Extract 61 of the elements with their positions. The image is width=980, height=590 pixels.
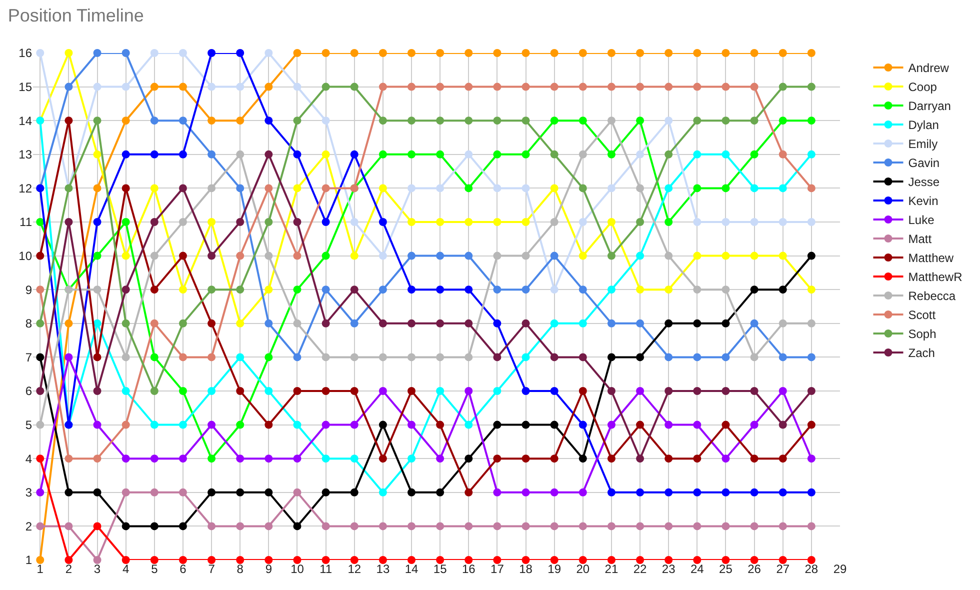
legend-label: Rebecca <box>908 289 956 304</box>
legend-label: Matt <box>908 232 932 246</box>
x-tick-label: 15 <box>433 562 448 576</box>
y-tick-label: 12 <box>18 181 32 196</box>
x-tick-label: 29 <box>833 562 847 576</box>
x-tick-label: 28 <box>804 562 818 576</box>
legend-label: Zach <box>908 346 935 360</box>
x-tick-label: 7 <box>208 562 216 576</box>
legend-label: Gavin <box>908 156 940 170</box>
legend-label: Scott <box>908 308 936 322</box>
y-tick-label: 3 <box>25 486 32 500</box>
x-tick-label: 24 <box>690 562 704 576</box>
legend-label: Coop <box>908 80 938 94</box>
y-tick-label: 14 <box>18 114 32 128</box>
legend-label: Emily <box>908 137 938 152</box>
x-tick-label: 11 <box>320 562 332 576</box>
y-tick-label: 7 <box>25 350 32 364</box>
legend-label: Matthew <box>908 251 954 266</box>
x-tick-label: 19 <box>548 562 562 576</box>
x-tick-label: 21 <box>604 562 618 576</box>
x-tick-label: 20 <box>576 562 590 576</box>
x-tick-label: 22 <box>633 562 648 576</box>
x-tick-label: 25 <box>719 562 733 576</box>
x-tick-label: 5 <box>151 562 158 576</box>
y-tick-label: 8 <box>25 316 32 331</box>
y-tick-label: 6 <box>25 384 32 398</box>
x-tick-label: 2 <box>65 562 72 576</box>
legend-label: Jesse <box>908 175 940 190</box>
y-tick-label: 15 <box>18 80 32 94</box>
x-tick-label: 12 <box>348 562 362 576</box>
x-tick-label: 26 <box>748 562 762 576</box>
legend-label: Andrew <box>908 61 950 76</box>
x-tick-label: 14 <box>404 562 418 576</box>
legend-label: MatthewR <box>908 270 963 284</box>
x-tick-label: 6 <box>180 562 187 576</box>
legend-label: Soph <box>908 327 936 342</box>
y-tick-label: 2 <box>25 519 32 534</box>
y-tick-label: 5 <box>25 418 32 432</box>
legend-label: Darryan <box>908 99 951 114</box>
x-tick-label: 18 <box>519 562 533 576</box>
x-tick-label: 23 <box>662 562 676 576</box>
y-tick-label: 10 <box>18 249 32 263</box>
y-tick-label: 4 <box>25 452 32 466</box>
chart-title: Position Timeline <box>8 5 144 26</box>
x-tick-label: 16 <box>462 562 476 576</box>
x-tick-label: 1 <box>36 562 44 576</box>
y-tick-label: 13 <box>18 148 32 162</box>
x-tick-label: 13 <box>376 562 390 576</box>
x-tick-label: 9 <box>265 562 272 576</box>
legend-label: Luke <box>908 213 935 228</box>
y-tick-label: 16 <box>18 46 32 60</box>
legend-label: Dylan <box>908 118 939 132</box>
x-tick-label: 10 <box>290 562 304 576</box>
legend-label: Kevin <box>908 194 938 208</box>
x-tick-label: 27 <box>776 562 790 576</box>
x-tick-label: 8 <box>236 562 244 576</box>
x-tick-label: 17 <box>490 562 504 576</box>
y-tick-label: 11 <box>20 215 32 230</box>
x-tick-label: 4 <box>122 562 130 576</box>
x-tick-label: 3 <box>94 562 101 576</box>
y-tick-label: 9 <box>25 282 32 297</box>
